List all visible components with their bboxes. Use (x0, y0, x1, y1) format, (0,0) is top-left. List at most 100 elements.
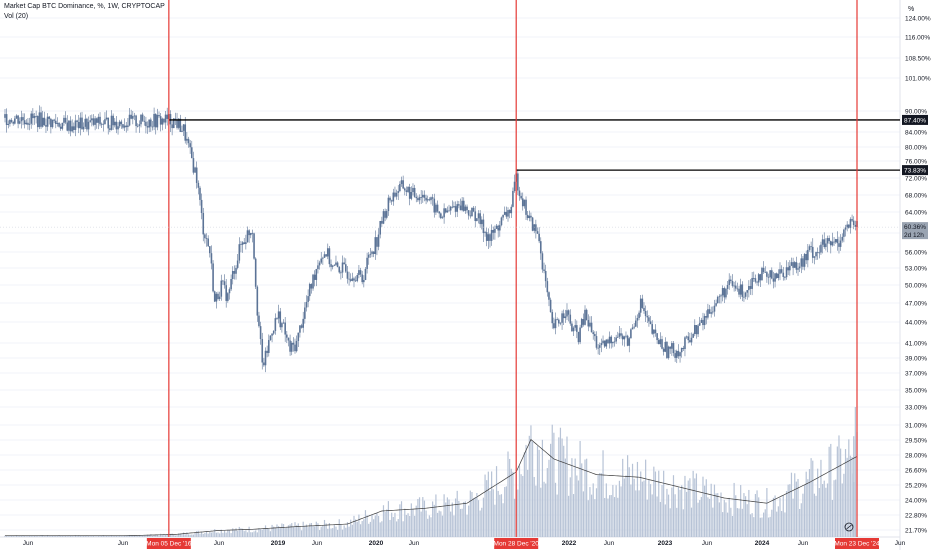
candle-body (426, 199, 429, 201)
volume-bar (686, 491, 688, 537)
candle-body (412, 187, 414, 193)
candle-body (46, 116, 49, 127)
candle-body (631, 327, 634, 330)
candle-body (422, 194, 424, 198)
date-badge-label: Mon 23 Dec '24 (834, 541, 880, 548)
candle-body (628, 338, 631, 346)
candle-body (45, 124, 47, 127)
volume-bar (656, 496, 658, 537)
candle-body (459, 205, 462, 211)
volume-bar (607, 498, 609, 537)
candle-body (761, 267, 763, 281)
candle-body (561, 313, 563, 323)
volume-bar (820, 459, 822, 537)
date-badge-label: Mon 28 Dec '20 (494, 541, 540, 548)
volume-bar (30, 535, 32, 537)
volume-bar (353, 515, 355, 537)
candle-body (428, 199, 431, 201)
volume-bar (445, 502, 447, 537)
volume-bar (197, 530, 199, 537)
candle-body (20, 117, 23, 122)
volume-bar (764, 509, 766, 537)
candle-body (751, 277, 753, 289)
volume-bar (651, 494, 653, 537)
volume-bar (536, 446, 539, 537)
candle-body (23, 120, 26, 125)
volume-bar (787, 484, 789, 537)
candle-body (36, 115, 39, 128)
volume-bar (169, 533, 172, 537)
volume-bar (117, 536, 119, 537)
volume-bar (114, 535, 116, 537)
volume-bar (666, 488, 668, 537)
volume-bar (548, 459, 550, 537)
candle-body (810, 246, 812, 248)
candle-body (834, 239, 837, 243)
volume-bar (494, 504, 496, 537)
candle-body (390, 200, 393, 202)
candle-body (535, 224, 537, 232)
candle-body (295, 340, 298, 352)
candle-body (595, 336, 598, 348)
candle-body (667, 346, 670, 358)
candle-body (582, 319, 585, 325)
volume-bar (166, 534, 168, 537)
candle-body (610, 336, 613, 344)
candle-body (308, 284, 311, 297)
candle-body (32, 113, 34, 119)
volume-bar (94, 536, 96, 537)
volume-bar (315, 521, 317, 537)
candle-body (803, 254, 806, 267)
volume-bar (605, 483, 607, 537)
candle-body (679, 352, 681, 357)
volume-bar (823, 480, 825, 537)
candle-body (503, 211, 506, 215)
candle-body (472, 207, 475, 212)
candle-body (249, 232, 252, 236)
percent-scale-button[interactable]: % (908, 6, 914, 13)
volume-bar (160, 533, 162, 537)
volume-bar (364, 510, 367, 537)
candle-body (766, 272, 768, 277)
volume-bar (19, 535, 21, 537)
candle-body (58, 122, 60, 127)
volume-bar (171, 533, 173, 537)
volume-bar (109, 535, 111, 537)
candle-body (194, 167, 196, 173)
candle-body (451, 206, 454, 208)
y-tick-label: 124.00% (905, 16, 931, 23)
candle-body (689, 340, 691, 343)
volume-bar (341, 529, 344, 537)
volume-bar (841, 483, 843, 537)
candle-body (618, 333, 621, 337)
volume-bar (500, 494, 503, 537)
volume-bar (658, 470, 660, 537)
volume-indicator-label[interactable]: Vol (20) (4, 13, 29, 20)
volume-bar (776, 511, 778, 537)
candle-body (602, 340, 604, 344)
volume-bar (377, 516, 380, 537)
volume-bar (682, 509, 684, 537)
candle-body (267, 340, 270, 353)
candle-body (123, 125, 126, 128)
volume-bar (279, 527, 281, 537)
volume-bar (120, 536, 122, 537)
volume-bar (107, 535, 109, 537)
volume-bar (513, 498, 516, 537)
candle-body (821, 239, 824, 245)
volume-bar (848, 439, 850, 537)
volume-bar (726, 512, 729, 537)
volume-bar (86, 535, 88, 537)
candle-body (444, 208, 447, 213)
candle-body (184, 124, 187, 141)
y-tick-label: 26.60% (905, 468, 927, 475)
volume-bar (404, 508, 406, 537)
volume-bar (730, 507, 732, 537)
candle-body (128, 114, 131, 126)
volume-bar (240, 528, 242, 537)
candle-body (600, 343, 603, 346)
candle-body (281, 323, 283, 328)
candle-body (76, 120, 78, 122)
candle-body (636, 317, 639, 321)
